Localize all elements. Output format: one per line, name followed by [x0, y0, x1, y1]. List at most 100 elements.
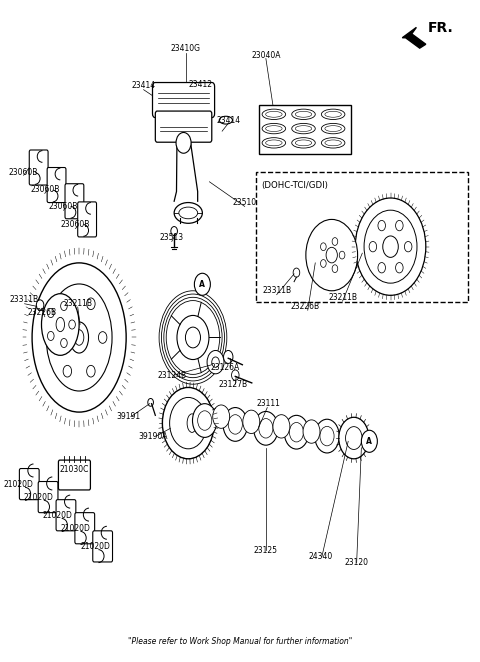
Circle shape: [164, 297, 222, 377]
Ellipse shape: [265, 140, 282, 146]
Ellipse shape: [295, 126, 312, 132]
Circle shape: [169, 397, 207, 449]
Circle shape: [320, 426, 334, 446]
Circle shape: [361, 430, 377, 452]
FancyBboxPatch shape: [29, 150, 48, 185]
Ellipse shape: [322, 123, 345, 134]
Ellipse shape: [322, 109, 345, 120]
Bar: [259, 105, 350, 154]
FancyBboxPatch shape: [65, 184, 84, 218]
Ellipse shape: [262, 138, 286, 148]
Circle shape: [69, 320, 75, 329]
Ellipse shape: [70, 322, 88, 353]
Circle shape: [355, 198, 426, 295]
Ellipse shape: [325, 140, 341, 146]
Ellipse shape: [292, 109, 315, 120]
Circle shape: [383, 236, 398, 258]
Text: 21020D: 21020D: [4, 479, 34, 489]
Ellipse shape: [325, 126, 341, 132]
Ellipse shape: [46, 284, 112, 391]
Ellipse shape: [32, 263, 126, 412]
Text: 23311B: 23311B: [10, 295, 39, 305]
Circle shape: [207, 350, 224, 374]
Text: 23127B: 23127B: [218, 380, 248, 389]
Ellipse shape: [292, 123, 315, 134]
Text: 23060B: 23060B: [30, 185, 60, 194]
Text: 21030C: 21030C: [60, 465, 89, 475]
Text: 23211B: 23211B: [63, 299, 92, 308]
Circle shape: [63, 298, 72, 310]
Ellipse shape: [262, 109, 286, 120]
Text: 23124B: 23124B: [157, 371, 186, 379]
Circle shape: [332, 265, 338, 273]
Text: 23125: 23125: [254, 545, 278, 555]
FancyBboxPatch shape: [19, 469, 39, 500]
Text: (DOHC-TCI/GDI): (DOHC-TCI/GDI): [261, 181, 328, 190]
Ellipse shape: [74, 330, 84, 346]
Text: 24340: 24340: [309, 552, 333, 561]
Circle shape: [157, 89, 167, 102]
FancyBboxPatch shape: [153, 83, 215, 118]
Circle shape: [213, 405, 229, 428]
Text: A: A: [366, 437, 372, 446]
Circle shape: [98, 332, 107, 344]
Circle shape: [315, 419, 339, 453]
Text: 21020D: 21020D: [43, 511, 72, 520]
Circle shape: [63, 365, 72, 377]
Circle shape: [87, 298, 95, 310]
Circle shape: [303, 420, 320, 444]
Polygon shape: [402, 27, 426, 48]
Circle shape: [159, 291, 227, 384]
Circle shape: [378, 263, 385, 273]
Circle shape: [321, 243, 326, 251]
Circle shape: [176, 132, 191, 153]
FancyBboxPatch shape: [156, 111, 212, 142]
Text: 23412: 23412: [188, 80, 212, 89]
Circle shape: [306, 219, 358, 291]
Ellipse shape: [187, 414, 197, 432]
Ellipse shape: [322, 138, 345, 148]
Text: 23510: 23510: [233, 198, 257, 207]
Text: 23060B: 23060B: [60, 220, 90, 229]
Circle shape: [339, 417, 369, 459]
Circle shape: [162, 387, 214, 459]
Ellipse shape: [56, 317, 64, 332]
Text: 23513: 23513: [160, 233, 184, 242]
Text: 23120: 23120: [345, 558, 369, 567]
Ellipse shape: [265, 111, 282, 117]
Circle shape: [198, 411, 212, 430]
Circle shape: [166, 301, 220, 375]
Circle shape: [51, 332, 60, 344]
Circle shape: [60, 301, 67, 310]
Ellipse shape: [325, 111, 341, 117]
Circle shape: [194, 273, 210, 295]
Text: 23414: 23414: [216, 116, 240, 124]
Text: 23060B: 23060B: [9, 167, 38, 177]
Text: 23211B: 23211B: [328, 293, 357, 302]
FancyBboxPatch shape: [47, 167, 66, 203]
Ellipse shape: [292, 138, 315, 148]
FancyBboxPatch shape: [59, 460, 90, 490]
Circle shape: [273, 414, 290, 438]
Circle shape: [224, 350, 233, 363]
Circle shape: [171, 226, 178, 236]
Circle shape: [332, 238, 338, 246]
Ellipse shape: [295, 111, 312, 117]
Circle shape: [148, 399, 154, 406]
Circle shape: [228, 414, 242, 434]
Ellipse shape: [295, 140, 312, 146]
Circle shape: [346, 426, 362, 449]
Text: 39190A: 39190A: [139, 432, 168, 441]
Circle shape: [396, 263, 403, 273]
Text: A: A: [199, 280, 205, 289]
Text: 23040A: 23040A: [251, 51, 281, 60]
Text: 23226B: 23226B: [28, 308, 57, 317]
Circle shape: [364, 210, 417, 283]
Ellipse shape: [174, 203, 203, 223]
Circle shape: [48, 308, 54, 318]
FancyBboxPatch shape: [78, 202, 96, 237]
Circle shape: [284, 415, 309, 449]
Circle shape: [48, 332, 54, 340]
FancyBboxPatch shape: [93, 531, 112, 562]
Circle shape: [396, 220, 403, 231]
